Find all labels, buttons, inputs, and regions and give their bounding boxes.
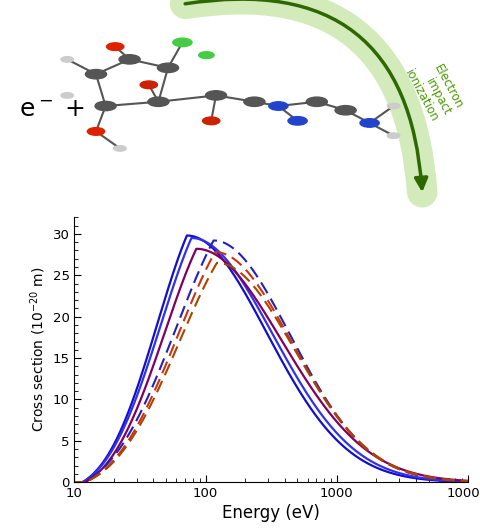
Circle shape (387, 133, 400, 138)
Circle shape (205, 91, 227, 100)
Y-axis label: Cross section ($10^{-20}$ m): Cross section ($10^{-20}$ m) (29, 267, 48, 432)
Circle shape (360, 119, 379, 127)
Circle shape (173, 38, 192, 47)
Circle shape (140, 81, 157, 89)
Circle shape (288, 117, 307, 125)
Circle shape (269, 102, 288, 110)
Circle shape (114, 146, 126, 151)
Circle shape (157, 63, 179, 73)
Circle shape (387, 103, 400, 109)
Circle shape (335, 105, 356, 115)
Circle shape (119, 55, 140, 64)
Circle shape (203, 117, 220, 125)
X-axis label: Energy (eV): Energy (eV) (222, 505, 320, 523)
Circle shape (199, 52, 214, 58)
Circle shape (61, 93, 73, 98)
Text: Electron
impact
ionization: Electron impact ionization (402, 54, 466, 124)
Circle shape (148, 97, 169, 107)
Circle shape (87, 128, 105, 135)
Circle shape (107, 43, 124, 50)
Circle shape (61, 57, 73, 62)
Text: e$^-$ +: e$^-$ + (19, 98, 85, 122)
Circle shape (95, 101, 116, 111)
Circle shape (85, 69, 107, 79)
Circle shape (306, 97, 327, 107)
Circle shape (244, 97, 265, 107)
